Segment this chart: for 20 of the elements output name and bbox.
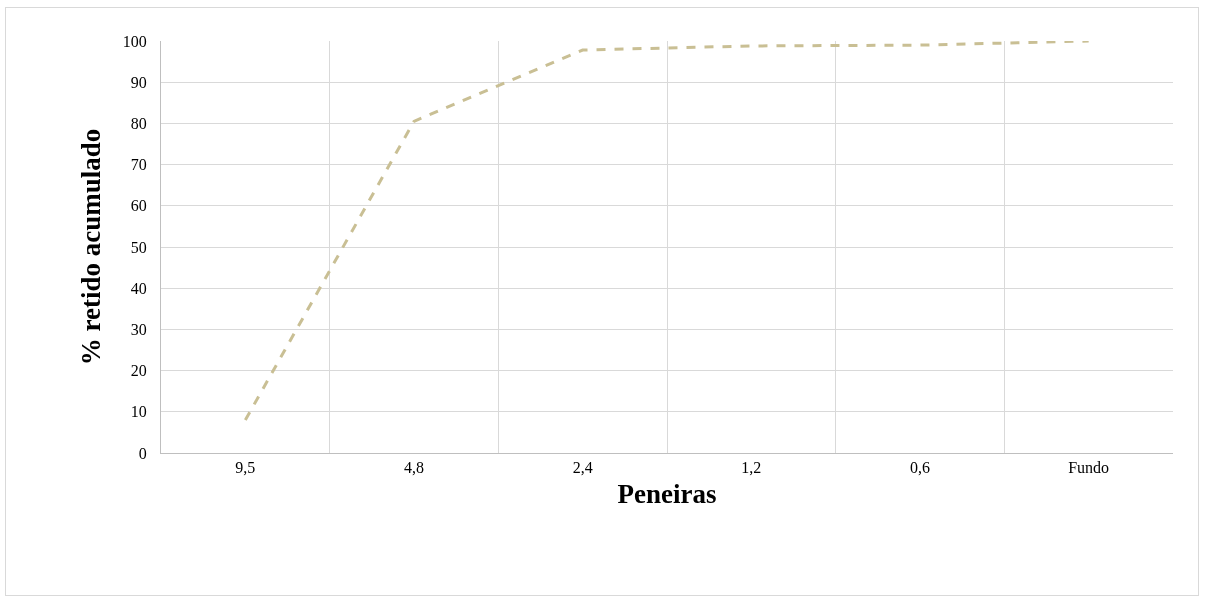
y-tick-label: 90: [130, 73, 147, 91]
x-tick-label: 1,2: [741, 459, 762, 477]
x-tick-label: 4,8: [404, 459, 424, 477]
y-tick-label: 60: [130, 197, 147, 215]
y-tick-label: 80: [130, 115, 147, 132]
x-tick-label: 9,5: [235, 459, 256, 477]
x-axis-title: Peneiras: [617, 478, 717, 509]
y-tick-label: 50: [130, 238, 147, 256]
x-tick-label: 2,4: [572, 459, 593, 477]
y-tick-label: 40: [130, 279, 147, 297]
y-axis-title: % retido acumulado: [75, 128, 106, 366]
y-tick-label: 30: [130, 321, 147, 338]
x-tick-label: Fundo: [1068, 459, 1110, 477]
x-tick-label: 0,6: [910, 459, 930, 477]
y-tick-label: 100: [122, 32, 147, 50]
y-tick-label: 20: [130, 362, 147, 380]
y-tick-label: 70: [130, 156, 147, 174]
y-tick-label: 0: [138, 444, 147, 462]
line-series: [243, 41, 1091, 422]
y-tick-label: 10: [130, 403, 147, 421]
